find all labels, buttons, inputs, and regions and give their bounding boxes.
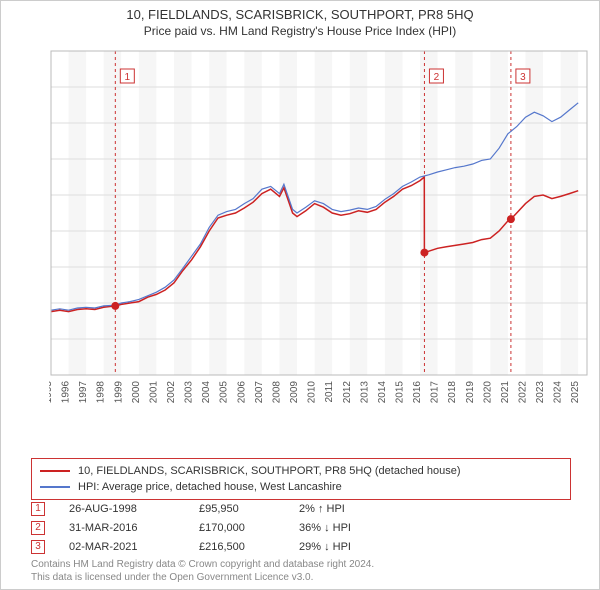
title-main: 10, FIELDLANDS, SCARISBRICK, SOUTHPORT, … <box>1 7 599 22</box>
x-tick-label: 2004 <box>201 381 212 404</box>
x-tick-label: 2024 <box>553 381 564 404</box>
x-tick-label: 2013 <box>359 381 370 404</box>
legend-label: 10, FIELDLANDS, SCARISBRICK, SOUTHPORT, … <box>78 465 461 477</box>
x-tick-label: 2023 <box>535 381 546 404</box>
sales-row: 1 26-AUG-1998£95,9502% ↑ HPI <box>31 499 571 518</box>
sale-point <box>507 215 515 223</box>
title-block: 10, FIELDLANDS, SCARISBRICK, SOUTHPORT, … <box>1 1 599 38</box>
x-tick-label: 2007 <box>254 381 265 404</box>
x-tick-label: 2021 <box>500 381 511 404</box>
x-tick-label: 1996 <box>61 381 72 404</box>
x-tick-label: 2003 <box>184 381 195 404</box>
sales-row: 3 02-MAR-2021£216,50029% ↓ HPI <box>31 537 571 556</box>
marker-number: 3 <box>520 72 526 83</box>
x-tick-label: 2005 <box>219 381 230 404</box>
x-tick-label: 2017 <box>430 381 441 404</box>
x-tick-label: 2000 <box>131 381 142 404</box>
x-tick-label: 1998 <box>96 381 107 404</box>
x-tick-label: 2001 <box>148 381 159 404</box>
sales-date: 26-AUG-1998 <box>69 503 199 515</box>
sales-row: 2 31-MAR-2016£170,00036% ↓ HPI <box>31 518 571 537</box>
x-tick-label: 2015 <box>394 381 405 404</box>
attribution-line1: Contains HM Land Registry data © Crown c… <box>31 558 571 571</box>
x-tick-label: 1997 <box>78 381 89 404</box>
x-tick-label: 2019 <box>465 381 476 404</box>
x-tick-label: 2020 <box>482 381 493 404</box>
sales-delta: 2% ↑ HPI <box>299 503 419 515</box>
sales-marker-badge: 2 <box>31 521 45 535</box>
sales-price: £216,500 <box>199 541 299 553</box>
attribution: Contains HM Land Registry data © Crown c… <box>31 558 571 584</box>
x-tick-label: 2006 <box>236 381 247 404</box>
sales-date: 02-MAR-2021 <box>69 541 199 553</box>
sales-marker-badge: 1 <box>31 502 45 516</box>
x-tick-label: 2025 <box>570 381 581 404</box>
x-tick-label: 2008 <box>271 381 282 404</box>
sale-point <box>420 249 428 257</box>
x-tick-label: 2014 <box>377 381 388 404</box>
x-tick-label: 1995 <box>49 381 54 404</box>
x-tick-label: 2011 <box>324 381 335 403</box>
x-tick-label: 2012 <box>342 381 353 404</box>
x-tick-label: 2018 <box>447 381 458 404</box>
x-tick-label: 2009 <box>289 381 300 404</box>
sales-price: £95,950 <box>199 503 299 515</box>
chart-container: 10, FIELDLANDS, SCARISBRICK, SOUTHPORT, … <box>0 0 600 590</box>
sales-date: 31-MAR-2016 <box>69 522 199 534</box>
sales-price: £170,000 <box>199 522 299 534</box>
x-tick-label: 1999 <box>113 381 124 404</box>
line-chart: £0£50K£100K£150K£200K£250K£300K£350K£400… <box>49 47 589 417</box>
sale-point <box>111 302 119 310</box>
attribution-line2: This data is licensed under the Open Gov… <box>31 571 571 584</box>
sales-marker-badge: 3 <box>31 540 45 554</box>
x-tick-label: 2002 <box>166 381 177 404</box>
x-tick-label: 2016 <box>412 381 423 404</box>
legend-box: 10, FIELDLANDS, SCARISBRICK, SOUTHPORT, … <box>31 458 571 500</box>
legend-swatch <box>40 486 70 488</box>
legend-label: HPI: Average price, detached house, West… <box>78 481 342 493</box>
sales-delta: 29% ↓ HPI <box>299 541 419 553</box>
sales-table: 1 26-AUG-1998£95,9502% ↑ HPI 2 31-MAR-2016£… <box>31 499 571 556</box>
chart-area: £0£50K£100K£150K£200K£250K£300K£350K£400… <box>49 47 589 417</box>
x-tick-label: 2010 <box>307 381 318 404</box>
sales-delta: 36% ↓ HPI <box>299 522 419 534</box>
title-sub: Price paid vs. HM Land Registry's House … <box>1 24 599 38</box>
marker-number: 1 <box>125 72 131 83</box>
x-tick-label: 2022 <box>517 381 528 404</box>
marker-number: 2 <box>434 72 440 83</box>
legend-swatch <box>40 470 70 472</box>
legend-row: 10, FIELDLANDS, SCARISBRICK, SOUTHPORT, … <box>40 463 562 479</box>
legend-row: HPI: Average price, detached house, West… <box>40 479 562 495</box>
